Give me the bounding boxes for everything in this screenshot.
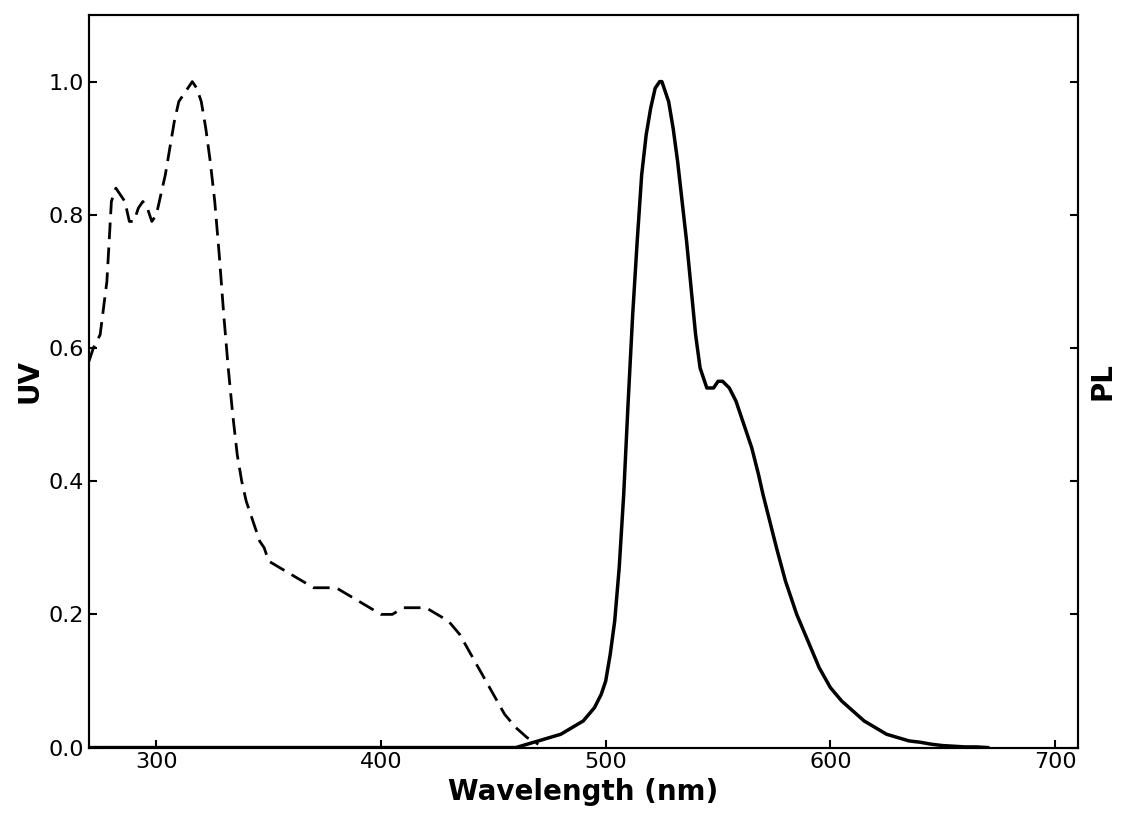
X-axis label: Wavelength (nm): Wavelength (nm): [448, 778, 718, 806]
Y-axis label: PL: PL: [1088, 362, 1116, 400]
Y-axis label: UV: UV: [15, 360, 43, 403]
